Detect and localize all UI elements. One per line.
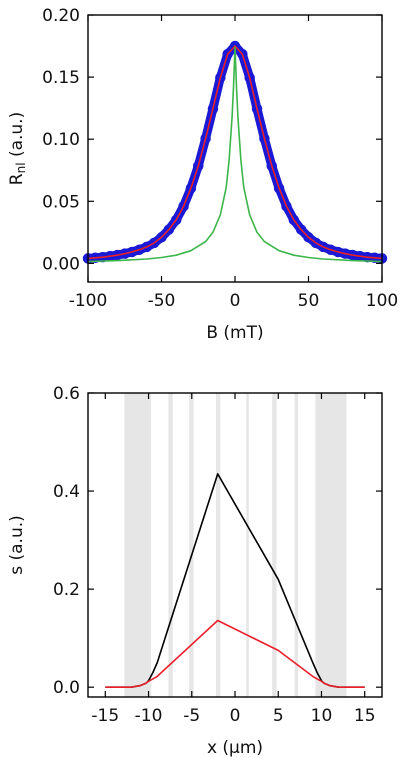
y-tick-label: 0.00 xyxy=(42,254,80,274)
y-tick-label: 0.15 xyxy=(42,68,80,88)
bottom-chart-xlabel: x (µm) xyxy=(207,738,263,758)
series-0-point xyxy=(259,133,270,144)
shaded-band-0 xyxy=(124,393,152,697)
y-tick-label: 0.2 xyxy=(53,580,80,600)
shaded-band-2 xyxy=(189,393,194,697)
series-0-point xyxy=(215,72,226,83)
series-0-point xyxy=(185,182,197,194)
series-0-point xyxy=(237,48,248,60)
y-tick-label: 0.05 xyxy=(42,192,80,212)
series-0-point xyxy=(207,103,219,115)
series-0-point xyxy=(148,237,160,249)
series-0-point xyxy=(163,224,175,235)
x-tick-label: 50 xyxy=(298,291,320,311)
series-1-line xyxy=(105,619,365,689)
series-0-point xyxy=(200,133,211,144)
series-0-point xyxy=(266,160,277,172)
top-chart-series xyxy=(82,40,388,264)
x-tick-label: 15 xyxy=(354,706,376,726)
shaded-band-7 xyxy=(315,393,347,697)
y-tick-label: 0.4 xyxy=(53,482,80,502)
top-chart-xlabel: B (mT) xyxy=(206,323,263,343)
series-0-point xyxy=(119,248,130,259)
series-0-point xyxy=(295,224,307,235)
bottom-chart: -15 -10 -5 0 5 10 15 0.0 0.2 0.4 0.6 x (µm) s (a.u… xyxy=(7,384,383,758)
series-0-point xyxy=(325,244,336,255)
top-chart-ylabel-main: R xyxy=(7,173,27,185)
bottom-chart-ylabel: s (a.u.) xyxy=(7,515,27,575)
x-tick-label: 100 xyxy=(366,291,398,311)
x-tick-label: 0 xyxy=(230,706,241,726)
x-tick-label: -100 xyxy=(69,291,108,311)
bottom-chart-bands xyxy=(124,393,347,697)
series-0-point xyxy=(156,232,167,243)
series-0-point xyxy=(332,246,344,258)
y-tick-label: 0.10 xyxy=(42,130,80,150)
shaded-band-5 xyxy=(272,393,277,697)
series-0-point xyxy=(273,182,285,194)
y-tick-label: 0.6 xyxy=(53,384,80,404)
x-tick-label: -15 xyxy=(91,706,119,726)
x-tick-label: -50 xyxy=(148,291,176,311)
x-tick-label: -10 xyxy=(135,706,163,726)
top-chart-ylabel: Rnl (a.u.) xyxy=(7,112,28,185)
series-0-point xyxy=(244,72,255,83)
series-0-point xyxy=(281,200,292,212)
top-chart-ylabel-tail: (a.u.) xyxy=(7,112,27,163)
bottom-chart-axes: -15 -10 -5 0 5 10 15 0.0 0.2 0.4 0.6 xyxy=(53,384,382,726)
shaded-band-4 xyxy=(246,393,249,697)
series-0-point xyxy=(303,232,314,243)
series-0-point xyxy=(222,48,233,60)
x-tick-label: 0 xyxy=(230,291,241,311)
x-tick-label: 10 xyxy=(311,706,333,726)
series-0-trace xyxy=(83,41,387,263)
bottom-chart-series xyxy=(105,473,365,689)
y-tick-label: 0.0 xyxy=(53,678,80,698)
shaded-band-1 xyxy=(168,393,173,697)
series-2-line xyxy=(87,46,383,263)
series-0-point xyxy=(170,214,182,226)
series-0-point xyxy=(340,248,351,259)
series-0-point xyxy=(251,103,263,115)
top-chart-axes: -100 -50 0 50 100 0.00 0.05 0.10 0.15 0.20 xyxy=(42,6,398,311)
top-chart-ylabel-sub: nl xyxy=(14,162,28,173)
x-tick-label: -5 xyxy=(183,706,200,726)
y-tick-label: 0.20 xyxy=(42,6,80,26)
shaded-band-3 xyxy=(215,393,221,697)
series-1-line xyxy=(87,45,383,260)
series-0-point xyxy=(193,160,204,172)
shaded-band-6 xyxy=(294,393,299,697)
series-0-point xyxy=(288,214,300,226)
top-chart: -100 -50 0 50 100 0.00 0.05 0.10 0.15 0.20 B (mT)… xyxy=(7,6,398,343)
series-0-point xyxy=(126,246,138,258)
series-0-point xyxy=(178,200,189,212)
x-tick-label: 5 xyxy=(273,706,284,726)
